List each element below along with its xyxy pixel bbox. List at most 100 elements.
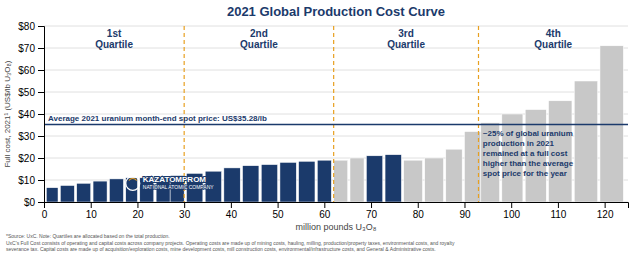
x-tick-label: 10 xyxy=(86,209,98,220)
x-tick-mark xyxy=(184,202,185,208)
quartile-label-line: 2nd xyxy=(250,28,268,39)
logo: KAZATOMPROMNATIONAL ATOMIC COMPANY xyxy=(126,175,215,190)
logo-ring xyxy=(126,176,140,190)
quartile-label: 4thQuartile xyxy=(534,28,572,50)
y-tick-mark xyxy=(38,158,44,159)
y-tick-label: $10 xyxy=(18,175,35,186)
y-tick-label: $30 xyxy=(18,131,35,142)
quartile-label: 1stQuartile xyxy=(95,28,133,50)
x-axis-line xyxy=(45,203,629,209)
y-tick: $60 xyxy=(18,65,44,76)
x-tick: 10 xyxy=(86,202,98,220)
x-tick-mark xyxy=(231,202,232,208)
grid-line xyxy=(44,26,628,27)
annotation-line: production in 2021 xyxy=(483,139,555,148)
labels: Average 2021 uranium month-end spot pric… xyxy=(48,28,574,190)
y-tick: $20 xyxy=(18,153,44,164)
y-axis-line xyxy=(38,27,45,203)
x-tick-label: 80 xyxy=(413,209,425,220)
x-tick-label: 110 xyxy=(550,209,566,220)
y-tick-mark xyxy=(38,202,44,203)
bar xyxy=(243,166,259,202)
quartile-label-line: Quartile xyxy=(95,39,133,50)
x-tick: 40 xyxy=(226,202,238,220)
quartile-label-line: 4th xyxy=(546,28,561,39)
annotation: ~25% of global uraniumproduction in 2021… xyxy=(483,129,574,178)
x-tick-mark xyxy=(511,202,512,208)
y-tick: $40 xyxy=(18,109,44,120)
y-axis: $0$10$20$30$40$50$60$70$80 xyxy=(18,21,44,208)
x-tick-mark xyxy=(418,202,419,208)
bar xyxy=(93,181,107,202)
bar xyxy=(60,186,74,203)
x-tick-mark xyxy=(278,202,279,208)
annotation-line: spot price for the year xyxy=(483,169,567,178)
x-tick-label: 100 xyxy=(503,209,520,220)
annotation-line: higher than the average xyxy=(483,159,574,168)
x-axis: 0102030405060708090100110120 xyxy=(42,202,629,220)
y-tick-mark xyxy=(38,92,44,93)
quartile-label-line: 1st xyxy=(107,28,122,39)
bar xyxy=(280,162,296,202)
x-tick-label: 50 xyxy=(273,209,285,220)
quartile-label: 3rdQuartile xyxy=(387,28,425,50)
y-tick: $0 xyxy=(24,197,44,208)
x-tick: 80 xyxy=(413,202,425,220)
x-tick-mark xyxy=(91,202,92,208)
bar xyxy=(46,188,58,202)
y-tick: $30 xyxy=(18,131,44,142)
bar xyxy=(404,160,423,202)
bar xyxy=(366,156,382,202)
bar xyxy=(299,161,315,202)
x-tick: 0 xyxy=(42,202,48,220)
bar xyxy=(350,158,364,202)
x-tick-label: 90 xyxy=(459,209,471,220)
annotation-line: remained at a full cost xyxy=(483,149,568,158)
footnote: severance tax. Capital costs are made up… xyxy=(6,246,436,252)
x-tick: 90 xyxy=(459,202,471,220)
x-tick: 20 xyxy=(132,202,144,220)
grid xyxy=(44,26,628,202)
x-tick-label: 70 xyxy=(366,209,378,220)
bar xyxy=(446,149,462,202)
y-tick-mark xyxy=(38,180,44,181)
y-tick-mark xyxy=(38,70,44,71)
y-tick: $50 xyxy=(18,87,44,98)
bar xyxy=(261,165,277,202)
plot: 0102030405060708090100110120$0$10$20$30$… xyxy=(18,21,628,220)
x-tick: 110 xyxy=(550,202,566,220)
x-tick-label: 40 xyxy=(226,209,238,220)
x-tick-label: 0 xyxy=(42,209,48,220)
footnote: UxC's Full Cost consists of operating an… xyxy=(6,240,455,246)
quartile-label: 2ndQuartile xyxy=(240,28,278,50)
bar xyxy=(109,179,123,202)
logo-subtext: NATIONAL ATOMIC COMPANY xyxy=(143,184,215,190)
x-tick: 70 xyxy=(366,202,378,220)
footnote: *Source: UxC. Note: Quartiles are alloca… xyxy=(6,233,170,239)
quartile-line xyxy=(333,26,334,202)
logo-arc xyxy=(128,178,137,181)
x-tick-mark xyxy=(137,202,138,208)
y-axis-title: Full cost, 2021¹ (US$/lb U₃O₈) xyxy=(3,60,12,167)
x-tick-mark xyxy=(558,202,559,208)
x-tick-mark xyxy=(464,202,465,208)
bar xyxy=(574,81,597,202)
x-tick-mark xyxy=(605,202,606,208)
quartile-label-line: Quartile xyxy=(240,39,278,50)
bar xyxy=(334,160,348,202)
logo-text: KAZATOMPROM xyxy=(143,175,207,184)
x-tick: 100 xyxy=(503,202,520,220)
bar xyxy=(385,155,401,202)
reference-label: Average 2021 uranium month-end spot pric… xyxy=(48,114,267,123)
x-tick-mark xyxy=(324,202,325,208)
y-tick-mark xyxy=(38,48,44,49)
quartile-label-line: Quartile xyxy=(534,39,572,50)
quartile-label-line: Quartile xyxy=(387,39,425,50)
y-tick: $70 xyxy=(18,43,44,54)
x-tick-mark xyxy=(371,202,372,208)
reference-line xyxy=(44,124,628,126)
bar xyxy=(224,168,240,202)
x-tick: 50 xyxy=(273,202,285,220)
x-tick-label: 60 xyxy=(319,209,331,220)
y-tick-label: $70 xyxy=(18,43,35,54)
